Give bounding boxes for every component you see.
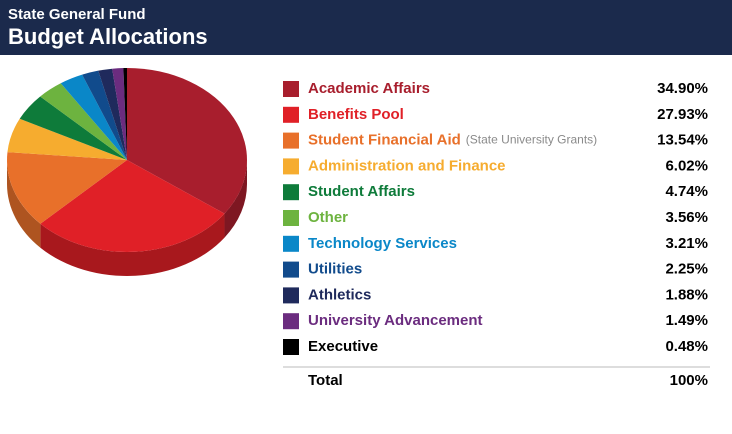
legend-label-text: Student Affairs [308, 183, 415, 200]
legend-label-text: Academic Affairs [308, 80, 430, 97]
legend-label: Student Financial Aid (State University G… [308, 132, 597, 149]
legend-label: Benefits Pool [308, 106, 404, 123]
pie-slice [40, 83, 128, 160]
total-value: 100% [670, 372, 708, 389]
legend-label: University Advancement [308, 312, 483, 329]
pie-slice [98, 68, 127, 160]
pie-slice [19, 96, 127, 160]
value-label: 27.93% [657, 106, 708, 123]
total-label: Total [308, 372, 343, 389]
legend-note: (State University Grants) [466, 133, 597, 147]
legend-swatch [283, 132, 299, 149]
legend-swatch [283, 235, 299, 252]
value-label: 4.74% [665, 183, 708, 200]
legend-swatch [283, 158, 299, 175]
legend-label-text: Athletics [308, 286, 371, 303]
subtitle: State General Fund [8, 6, 146, 23]
legend-label-text: Technology Services [308, 235, 457, 252]
pie-side [7, 160, 41, 248]
value-label: 6.02% [665, 157, 708, 174]
legend-label-text: University Advancement [308, 312, 483, 329]
legend-label: Utilities [308, 261, 362, 278]
legend-label-text: Executive [308, 338, 378, 355]
pie-side [40, 213, 225, 276]
legend-swatch [283, 261, 299, 278]
pie-slice [112, 68, 127, 160]
pie-slice [82, 70, 127, 160]
value-label: 1.49% [665, 312, 708, 329]
legend-label-text: Student Financial Aid [308, 132, 461, 149]
legend-label-text: Benefits Pool [308, 106, 404, 123]
legend-swatch [283, 106, 299, 123]
pie-slice [123, 68, 127, 160]
value-label: 3.21% [665, 235, 708, 252]
legend-label: Student Affairs [308, 183, 415, 200]
legend-label: Executive [308, 338, 378, 355]
pie-slice [60, 74, 127, 160]
value-label: 2.25% [665, 261, 708, 278]
legend-swatch [283, 81, 299, 97]
legend-label-text: Utilities [308, 261, 362, 278]
legend-label: Administration and Finance [308, 157, 506, 174]
title: Budget Allocations [8, 24, 208, 49]
legend-swatch [283, 210, 299, 226]
value-label: 3.56% [665, 209, 708, 226]
legend-swatch [283, 313, 299, 330]
pie-slice [7, 152, 128, 224]
pie-slice [40, 160, 225, 252]
value-label: 0.48% [665, 338, 708, 355]
legend-label: Other [308, 209, 348, 226]
value-label: 34.90% [657, 80, 708, 97]
legend-swatch [283, 287, 299, 304]
value-label: 13.54% [657, 132, 708, 149]
value-label: 1.88% [665, 286, 708, 303]
header-bar [0, 0, 732, 55]
legend-label: Technology Services [308, 235, 457, 252]
pie-slice [7, 118, 128, 160]
legend-label-text: Administration and Finance [308, 157, 506, 174]
pie-side [224, 160, 247, 238]
legend-label-text: Other [308, 209, 348, 226]
pie-slice [127, 68, 247, 214]
legend-swatch [283, 184, 299, 201]
legend-label: Academic Affairs [308, 80, 430, 97]
legend-label: Athletics [308, 286, 371, 303]
legend-swatch [283, 339, 299, 355]
